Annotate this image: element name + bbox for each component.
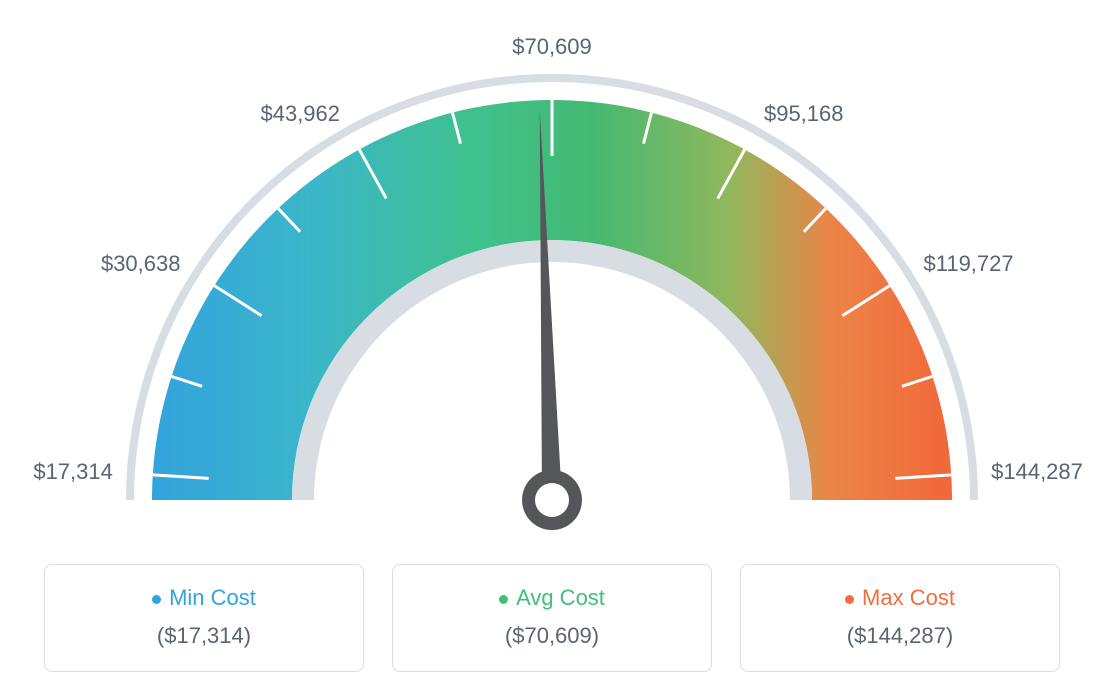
gauge-tick-label: $17,314 (33, 459, 113, 485)
legend-avg-title-text: Avg Cost (516, 585, 605, 610)
legend-avg-dot (499, 595, 508, 604)
legend-avg-box: Avg Cost ($70,609) (392, 564, 712, 672)
gauge-tick-label: $70,609 (512, 34, 592, 60)
cost-gauge: $17,314$30,638$43,962$70,609$95,168$119,… (52, 10, 1052, 550)
legend-min-value: ($17,314) (55, 623, 353, 649)
legend-max-box: Max Cost ($144,287) (740, 564, 1060, 672)
legend-min-box: Min Cost ($17,314) (44, 564, 364, 672)
legend-avg-title: Avg Cost (403, 585, 701, 611)
legend-max-value: ($144,287) (751, 623, 1049, 649)
gauge-tick-label: $95,168 (764, 101, 844, 127)
gauge-tick-label: $119,727 (924, 251, 1014, 277)
legend-row: Min Cost ($17,314) Avg Cost ($70,609) Ma… (44, 564, 1060, 672)
gauge-svg (52, 10, 1052, 550)
legend-min-title-text: Min Cost (169, 585, 256, 610)
legend-max-dot (845, 595, 854, 604)
legend-min-title: Min Cost (55, 585, 353, 611)
legend-max-title: Max Cost (751, 585, 1049, 611)
legend-min-dot (152, 595, 161, 604)
legend-max-title-text: Max Cost (862, 585, 955, 610)
gauge-tick-label: $30,638 (101, 251, 181, 277)
gauge-tick-label: $43,962 (260, 101, 340, 127)
gauge-tick-label: $144,287 (991, 459, 1083, 485)
legend-avg-value: ($70,609) (403, 623, 701, 649)
